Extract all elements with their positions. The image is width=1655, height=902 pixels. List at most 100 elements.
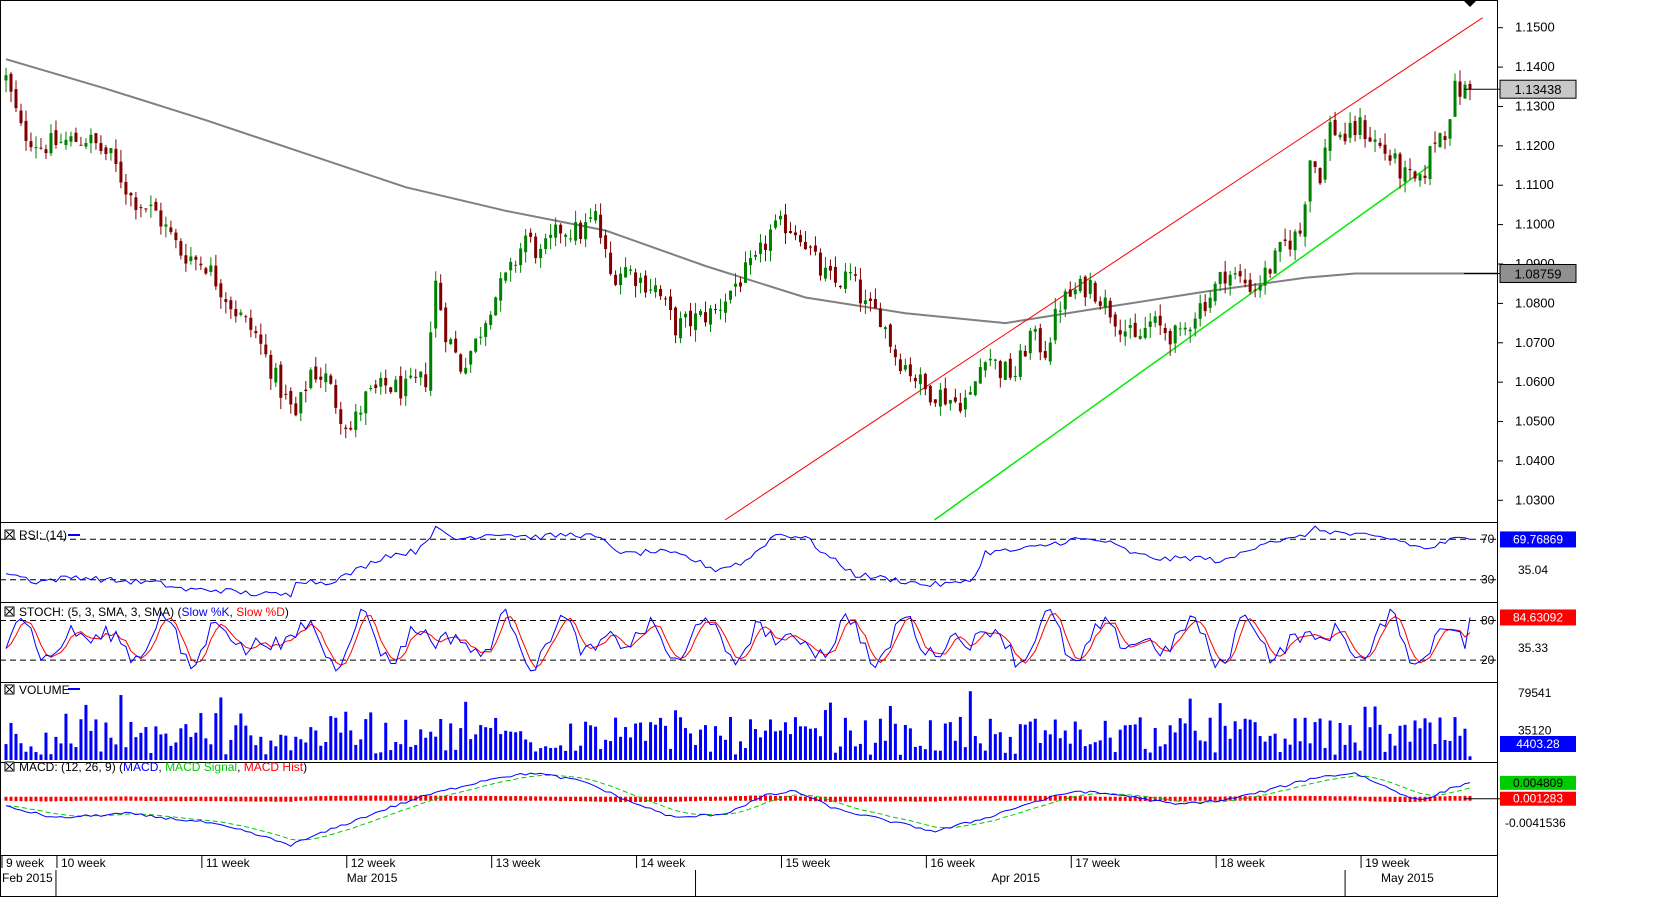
macd-hist-bar	[389, 795, 393, 801]
candle-body	[69, 136, 73, 142]
candle-body	[983, 362, 987, 371]
macd-hist-bar	[1398, 796, 1402, 802]
candle-body	[654, 285, 658, 293]
candle-body	[574, 222, 578, 241]
candle-body	[1003, 361, 1007, 380]
candle-body	[564, 234, 568, 237]
macd-hist-bar	[359, 795, 363, 801]
macd-hist-bar	[229, 796, 233, 802]
volume-bar	[1313, 722, 1317, 760]
volume-bar	[1178, 718, 1182, 760]
candle-body	[1138, 336, 1142, 339]
week-label: 18 week	[1220, 856, 1266, 870]
candle-body	[1368, 137, 1372, 142]
scroll-marker-icon[interactable]	[1463, 0, 1477, 7]
volume-last-box	[1500, 736, 1576, 752]
candle-body	[639, 277, 643, 283]
macd-hist-bar	[928, 796, 932, 802]
volume-bar	[209, 744, 213, 760]
volume-title: VOLUME	[19, 683, 70, 697]
candle-body	[529, 232, 533, 237]
volume-bar	[943, 723, 947, 760]
macd-hist-bar	[1188, 796, 1192, 801]
volume-bar	[679, 717, 683, 760]
lower-channel-line	[933, 164, 1431, 521]
macd-hist-bar	[1363, 796, 1367, 801]
volume-bar	[674, 710, 678, 760]
candle-body	[419, 371, 423, 378]
macd-hist-bar	[59, 796, 63, 802]
volume-bar	[1353, 742, 1357, 760]
volume-bar	[783, 722, 787, 760]
candle-body	[239, 312, 243, 315]
stoch-last-value: 84.63092	[1513, 610, 1563, 624]
candle-body	[414, 376, 418, 378]
candle-body	[219, 283, 223, 298]
volume-bar	[549, 748, 553, 760]
volume-bar	[399, 744, 403, 760]
candle-body	[843, 271, 847, 289]
candle-body	[584, 222, 588, 240]
volume-bar	[199, 713, 203, 760]
volume-panel: VOLUME 79541 35120 4403.28	[4, 683, 1576, 760]
macd-hist-bar	[209, 796, 213, 802]
candle-body	[1438, 133, 1442, 148]
candle-body	[184, 255, 188, 264]
volume-bar	[514, 732, 518, 760]
volume-bar	[1448, 740, 1452, 760]
macd-hist-bar	[614, 796, 618, 802]
macd-hist-bar	[1348, 796, 1352, 801]
macd-hist-bar	[349, 795, 353, 801]
candle-body	[589, 217, 593, 219]
volume-bar	[843, 717, 847, 760]
volume-bar	[299, 739, 303, 760]
volume-bar	[1423, 718, 1427, 760]
candle-body	[289, 390, 293, 405]
volume-bar	[1098, 740, 1102, 760]
candle-body	[1393, 153, 1397, 159]
volume-bar	[848, 730, 852, 760]
volume-bar	[1283, 738, 1287, 760]
volume-bar	[314, 730, 318, 760]
macd-hist-bar	[743, 795, 747, 801]
volume-bar	[1163, 744, 1167, 760]
volume-bar	[743, 748, 747, 760]
candle-body	[1033, 328, 1037, 332]
candle-body	[1223, 271, 1227, 284]
macd-hist-bar	[604, 796, 608, 802]
macd-hist-bar	[788, 795, 792, 801]
candle-body	[1198, 303, 1202, 319]
upper-channel-line	[724, 17, 1483, 521]
volume-bar	[1243, 718, 1247, 760]
panel-borders	[0, 0, 1498, 897]
volume-bar	[129, 721, 133, 760]
candle-body	[1323, 147, 1327, 180]
macd-hist-bar	[89, 796, 93, 801]
volume-bar	[619, 736, 623, 760]
macd-hist-value: 0.001283	[1513, 792, 1563, 806]
candle-body	[743, 262, 747, 283]
volume-bar	[664, 725, 668, 760]
macd-hist-bar	[883, 796, 887, 802]
candle-body	[1453, 80, 1457, 117]
volume-bar	[1248, 719, 1252, 760]
macd-hist-bar	[514, 796, 518, 801]
candlesticks	[4, 67, 1472, 439]
macd-hist-bar	[1253, 796, 1257, 801]
volume-bar	[144, 727, 148, 760]
macd-hist-bar	[783, 795, 787, 801]
candle-body	[1038, 328, 1042, 353]
volume-bar	[928, 720, 932, 760]
volume-bar	[1288, 744, 1292, 760]
volume-bar	[504, 730, 508, 760]
candle-body	[394, 379, 398, 393]
volume-bar	[694, 745, 698, 760]
volume-bar	[858, 743, 862, 760]
volume-bar	[1048, 734, 1052, 760]
volume-bar	[883, 740, 887, 760]
rsi-last-value: 69.76869	[1513, 532, 1563, 546]
volume-bar	[474, 734, 478, 760]
volume-bar	[494, 717, 498, 760]
macd-hist-bar	[484, 795, 488, 801]
macd-hist-bar	[1038, 795, 1042, 801]
